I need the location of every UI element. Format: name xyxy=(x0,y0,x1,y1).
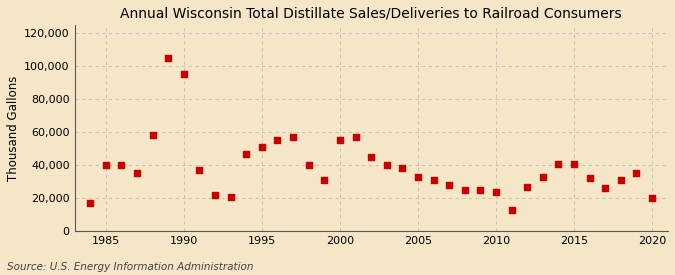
Point xyxy=(397,166,408,171)
Point xyxy=(647,196,657,200)
Point xyxy=(350,135,361,139)
Point xyxy=(585,176,595,181)
Point xyxy=(616,178,626,182)
Point xyxy=(256,145,267,149)
Point xyxy=(460,188,470,192)
Point xyxy=(381,163,392,167)
Point xyxy=(116,163,127,167)
Point xyxy=(210,193,221,197)
Point xyxy=(272,138,283,143)
Point xyxy=(85,201,96,205)
Point xyxy=(132,171,142,176)
Point xyxy=(600,186,611,191)
Point xyxy=(288,135,298,139)
Point xyxy=(335,138,346,143)
Point xyxy=(491,189,502,194)
Point xyxy=(568,161,579,166)
Point xyxy=(443,183,454,187)
Point xyxy=(475,188,486,192)
Point xyxy=(303,163,314,167)
Point xyxy=(163,56,173,60)
Point xyxy=(225,194,236,199)
Text: Source: U.S. Energy Information Administration: Source: U.S. Energy Information Administ… xyxy=(7,262,253,272)
Point xyxy=(428,178,439,182)
Point xyxy=(412,175,423,179)
Point xyxy=(366,155,377,159)
Point xyxy=(101,163,111,167)
Point xyxy=(178,72,189,77)
Y-axis label: Thousand Gallons: Thousand Gallons xyxy=(7,75,20,181)
Point xyxy=(522,185,533,189)
Point xyxy=(631,171,642,176)
Point xyxy=(147,133,158,138)
Point xyxy=(241,152,252,156)
Point xyxy=(553,161,564,166)
Point xyxy=(319,178,329,182)
Point xyxy=(194,168,205,172)
Point xyxy=(537,175,548,179)
Title: Annual Wisconsin Total Distillate Sales/Deliveries to Railroad Consumers: Annual Wisconsin Total Distillate Sales/… xyxy=(120,7,622,21)
Point xyxy=(506,208,517,212)
